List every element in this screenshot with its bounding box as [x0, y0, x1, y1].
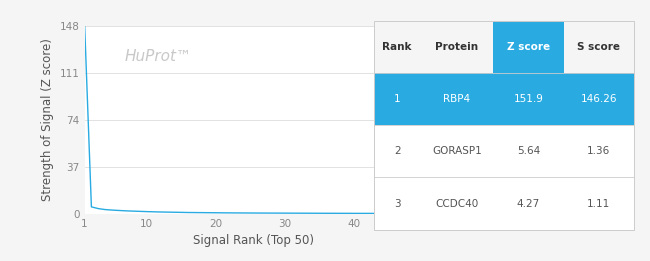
Y-axis label: Strength of Signal (Z score): Strength of Signal (Z score): [41, 39, 54, 201]
Text: HuProt™: HuProt™: [125, 49, 192, 64]
Text: S score: S score: [577, 42, 620, 52]
Text: RBP4: RBP4: [443, 94, 471, 104]
Text: 1: 1: [394, 94, 400, 104]
Text: 146.26: 146.26: [580, 94, 617, 104]
Text: 5.64: 5.64: [517, 146, 540, 156]
X-axis label: Signal Rank (Top 50): Signal Rank (Top 50): [193, 234, 314, 247]
Text: CCDC40: CCDC40: [436, 199, 478, 209]
Text: 1.11: 1.11: [587, 199, 610, 209]
Text: 2: 2: [394, 146, 400, 156]
Text: 151.9: 151.9: [514, 94, 543, 104]
Text: 1.36: 1.36: [587, 146, 610, 156]
Text: 4.27: 4.27: [517, 199, 540, 209]
Text: GORASP1: GORASP1: [432, 146, 482, 156]
Text: Protein: Protein: [436, 42, 478, 52]
Text: Z score: Z score: [507, 42, 550, 52]
Text: 3: 3: [394, 199, 400, 209]
Text: Rank: Rank: [382, 42, 412, 52]
